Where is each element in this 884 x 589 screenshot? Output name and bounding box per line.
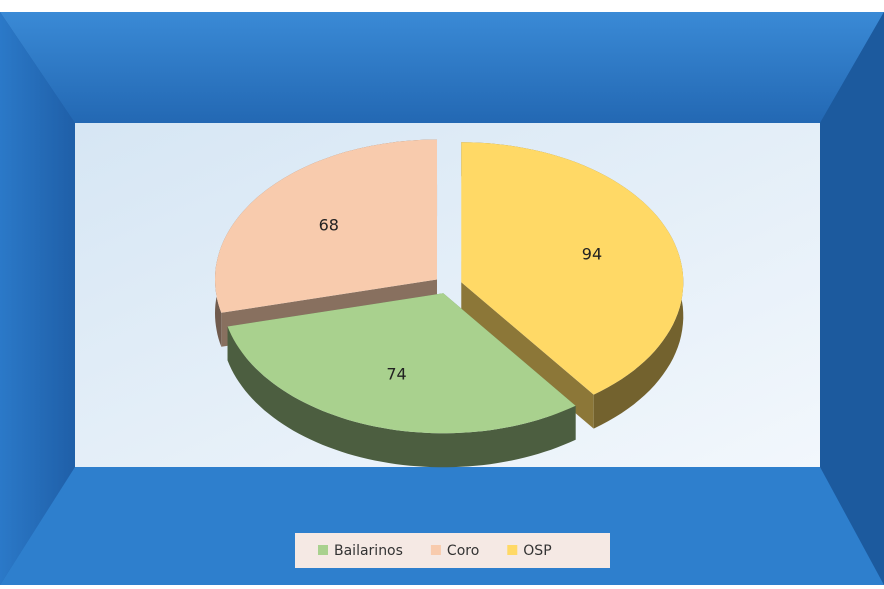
legend-label: OSP	[523, 543, 551, 559]
data-label: 68	[319, 215, 339, 234]
legend-swatch	[507, 545, 517, 555]
bevel-top	[0, 12, 884, 123]
legend-swatch	[431, 545, 441, 555]
legend-swatch	[318, 545, 328, 555]
data-label: 74	[386, 364, 406, 383]
legend-label: Bailarinos	[334, 543, 403, 559]
data-label: 94	[582, 244, 602, 263]
legend-label: Coro	[447, 543, 479, 559]
